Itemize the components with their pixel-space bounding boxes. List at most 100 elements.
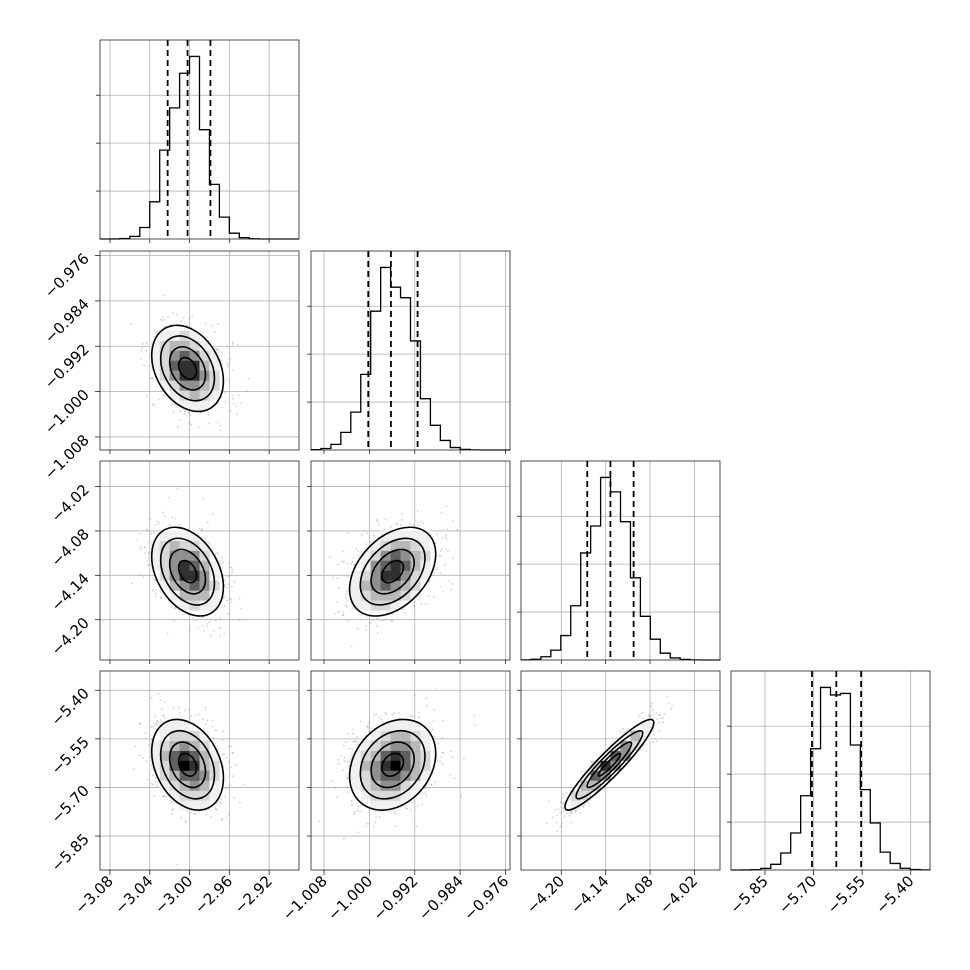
scatter-point (204, 322, 207, 325)
density-cell (209, 780, 220, 791)
scatter-point (424, 792, 427, 795)
density-cell (169, 330, 180, 341)
scatter-point (220, 562, 223, 565)
scatter-point (219, 801, 222, 803)
density-cell (149, 340, 161, 351)
scatter-point (445, 534, 448, 536)
density-cell (189, 590, 200, 601)
density-cell (179, 580, 190, 591)
scatter-point (342, 837, 345, 840)
scatter-point (221, 351, 223, 354)
scatter-point (156, 520, 159, 523)
scatter-point (652, 709, 655, 711)
density-cell (380, 580, 391, 591)
scatter-point (211, 324, 214, 327)
scatter-point (145, 760, 148, 763)
scatter-point (175, 406, 178, 408)
density-cell (179, 340, 190, 351)
density-cell (169, 560, 180, 571)
scatter-point (406, 807, 409, 810)
scatter-point (205, 623, 208, 625)
scatter-point (394, 812, 397, 815)
scatter-point (342, 744, 345, 747)
scatter-point (160, 597, 162, 599)
density-cell (199, 340, 210, 351)
scatter-point (447, 550, 449, 552)
density-cell (149, 750, 161, 761)
scatter-point (345, 593, 347, 596)
density-cell (179, 750, 190, 761)
density-cell (189, 370, 200, 381)
scatter-point (170, 812, 173, 815)
scatter-point (162, 714, 165, 717)
density-cell (189, 760, 200, 771)
scatter-point (150, 782, 153, 785)
scatter-point (345, 604, 347, 607)
x-tick-label: −1.008 (279, 872, 331, 924)
scatter-point (440, 756, 443, 758)
scatter-point (368, 721, 370, 724)
density-cell (169, 730, 180, 741)
density-cell (380, 800, 391, 811)
scatter-point (237, 394, 240, 397)
scatter-point (223, 596, 226, 599)
scatter-point (231, 394, 234, 397)
scatter-point (153, 335, 156, 338)
density-cell (149, 350, 161, 361)
scatter-point (435, 688, 437, 691)
scatter-point (174, 404, 177, 406)
scatter-point (146, 529, 149, 532)
scatter-point (139, 722, 142, 725)
density-cell (209, 750, 220, 761)
density-cell (350, 770, 362, 781)
scatter-point (233, 580, 236, 583)
scatter-point (357, 805, 360, 808)
density-cell (189, 400, 200, 411)
scatter-point (341, 769, 344, 772)
density-cell (380, 570, 391, 581)
scatter-point (215, 803, 218, 806)
scatter-point (227, 787, 230, 790)
scatter-point (390, 619, 392, 622)
density-cell (159, 330, 170, 341)
scatter-point (202, 498, 205, 500)
scatter-point (210, 618, 213, 621)
density-cell (350, 600, 362, 611)
scatter-point (194, 813, 197, 815)
scatter-point (384, 518, 387, 521)
scatter-point (166, 632, 169, 635)
scatter-point (446, 538, 449, 540)
density-cell (410, 550, 421, 561)
scatter-point (230, 566, 233, 569)
scatter-point (168, 600, 170, 603)
scatter-point (130, 322, 133, 325)
y-tick-label: −5.55 (48, 733, 93, 778)
scatter-point (143, 364, 145, 367)
scatter-panel-2-0 (99, 460, 300, 661)
density-cell (380, 760, 391, 771)
scatter-point (656, 718, 658, 720)
density-grid (149, 330, 220, 411)
scatter-point (231, 397, 234, 400)
scatter-point (360, 613, 363, 616)
scatter-point (144, 349, 147, 352)
density-cell (189, 380, 200, 391)
scatter-point (151, 377, 154, 380)
scatter-point (345, 589, 348, 592)
scatter-point (357, 550, 359, 553)
scatter-point (222, 730, 225, 733)
density-cell (189, 330, 200, 341)
x-tick-label: −1.000 (324, 872, 376, 924)
scatter-point (667, 702, 670, 705)
scatter-point (194, 714, 197, 716)
density-cell (400, 590, 411, 601)
scatter-point (218, 804, 221, 807)
x-tick-label: −5.55 (824, 872, 869, 917)
scatter-point (379, 620, 382, 622)
scatter-point (375, 624, 378, 627)
density-cell (189, 570, 200, 581)
contour-line-0 (177, 356, 198, 380)
contour-line-2 (159, 729, 216, 800)
x-tick-label: −2.92 (231, 872, 276, 917)
scatter-point (178, 610, 180, 612)
